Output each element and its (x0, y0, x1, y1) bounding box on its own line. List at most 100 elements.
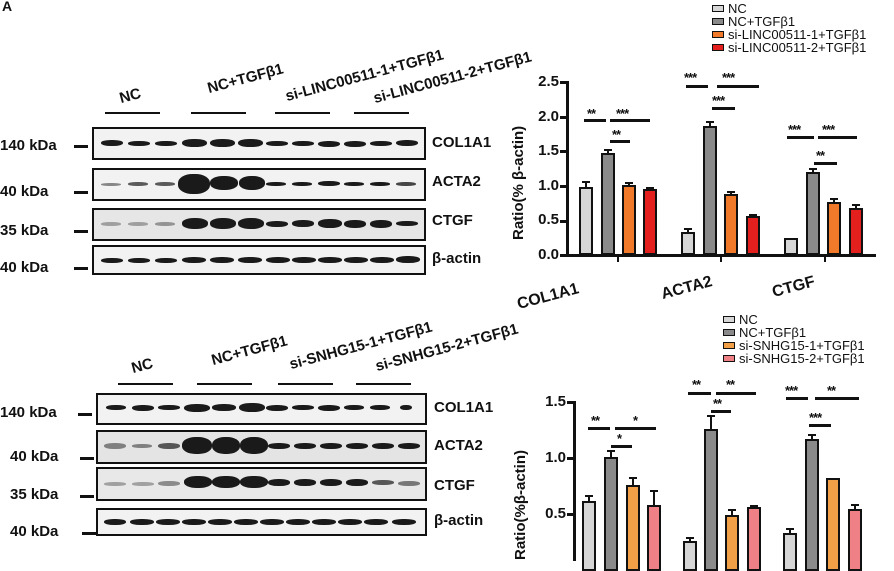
legend-swatch (723, 342, 735, 349)
significance-label: ** (587, 106, 596, 121)
significance-bracket (686, 85, 708, 88)
significance-label: ** (612, 127, 621, 142)
x-tick (617, 256, 619, 262)
significance-bracket (584, 119, 606, 122)
y-tick (560, 150, 567, 153)
x-category-label: CTGF (770, 273, 817, 302)
bottom-legend: NC NC+TGFβ1 si-SNHG15-1+TGFβ1 si-SNHG15-… (723, 313, 865, 365)
significance-label: *** (785, 383, 798, 398)
group-underline (105, 112, 160, 114)
kda-marker: 140 kDa (0, 137, 57, 154)
significance-bracket (610, 140, 630, 143)
blot-beta-actin (96, 508, 427, 536)
protein-label: ACTA2 (434, 437, 483, 454)
kda-tick (80, 495, 94, 498)
legend-item: NC (712, 2, 866, 15)
legend-item: si-LINC00511-1+TGFβ1 (712, 28, 866, 41)
significance-label: * (617, 431, 622, 446)
protein-label: COL1A1 (432, 134, 492, 151)
group-underline (278, 383, 333, 385)
kda-tick (78, 413, 92, 416)
legend-swatch (723, 316, 735, 323)
group-label-nc-tgf: NC+TGFβ1 (205, 60, 286, 97)
bar (784, 238, 798, 255)
legend-item: NC+TGFβ1 (712, 15, 866, 28)
bar (622, 185, 636, 255)
kda-marker: 35 kDa (10, 486, 59, 503)
legend-swatch (712, 5, 724, 12)
significance-bracket (818, 136, 857, 139)
protein-label: CTGF (432, 212, 473, 229)
blot-col1a1 (96, 393, 427, 425)
y-tick-label: 2.5 (538, 73, 559, 90)
significance-label: *** (684, 70, 697, 85)
significance-bracket (588, 427, 610, 430)
bar (849, 208, 863, 255)
bar (626, 485, 640, 571)
bar (805, 439, 819, 571)
significance-label: *** (712, 93, 725, 108)
bar (724, 194, 738, 255)
significance-label: ** (827, 383, 836, 398)
significance-bracket (716, 392, 756, 395)
significance-bracket (611, 445, 632, 448)
x-category-label: ACTA2 (659, 273, 715, 304)
y-tick (560, 81, 567, 84)
group-underline (191, 112, 246, 114)
legend-item: si-SNHG15-2+TGFβ1 (723, 352, 865, 365)
significance-bracket (815, 397, 859, 400)
group-label-nc: NC (129, 354, 155, 377)
panel-label: A (2, 0, 13, 14)
kda-marker: 40 kDa (0, 259, 49, 276)
bar (703, 126, 717, 255)
y-axis (573, 401, 576, 561)
blot-acta2 (92, 168, 426, 201)
significance-bracket (688, 392, 711, 395)
protein-label: COL1A1 (434, 399, 494, 416)
legend-swatch (723, 329, 735, 336)
significance-label: ** (726, 377, 735, 392)
y-tick-label: 1.5 (545, 393, 566, 410)
bar (643, 189, 657, 255)
significance-label: ** (591, 413, 600, 428)
bar (601, 153, 615, 255)
bar (683, 541, 697, 571)
significance-bracket (814, 162, 837, 165)
y-tick-label: 1.5 (538, 142, 559, 159)
significance-label: ** (692, 377, 701, 392)
significance-label: *** (809, 410, 822, 425)
bar (582, 501, 596, 571)
y-tick-label: 0.0 (538, 246, 559, 263)
significance-bracket (615, 427, 656, 430)
protein-label: ACTA2 (432, 173, 481, 190)
significance-label: *** (788, 122, 801, 137)
kda-tick (74, 230, 88, 233)
y-tick-label: 2.0 (538, 108, 559, 125)
y-tick-label: 1.0 (545, 449, 566, 466)
significance-label: * (633, 413, 638, 428)
blot-acta2 (96, 430, 427, 464)
legend-item: si-LINC00511-2+TGFβ1 (712, 41, 866, 54)
kda-marker: 40 kDa (0, 183, 49, 200)
bar (747, 507, 761, 571)
blot-col1a1 (92, 127, 426, 160)
bar (704, 429, 718, 571)
kda-tick (74, 145, 88, 148)
significance-bracket (711, 410, 731, 413)
group-underline (354, 112, 409, 114)
y-tick-label: 0.5 (545, 505, 566, 522)
y-tick (560, 220, 567, 223)
x-axis (566, 254, 876, 257)
kda-marker: 140 kDa (0, 404, 57, 421)
x-tick (720, 256, 722, 262)
bar (783, 533, 797, 571)
significance-bracket (786, 397, 808, 400)
significance-bracket (717, 85, 759, 88)
group-underline (356, 383, 411, 385)
kda-tick (80, 457, 94, 460)
group-underline (197, 383, 252, 385)
group-label-si2: si-LINC00511-2+TGFβ1 (371, 48, 534, 107)
legend-item: si-SNHG15-1+TGFβ1 (723, 339, 865, 352)
kda-tick (82, 532, 96, 535)
bar (806, 172, 820, 255)
